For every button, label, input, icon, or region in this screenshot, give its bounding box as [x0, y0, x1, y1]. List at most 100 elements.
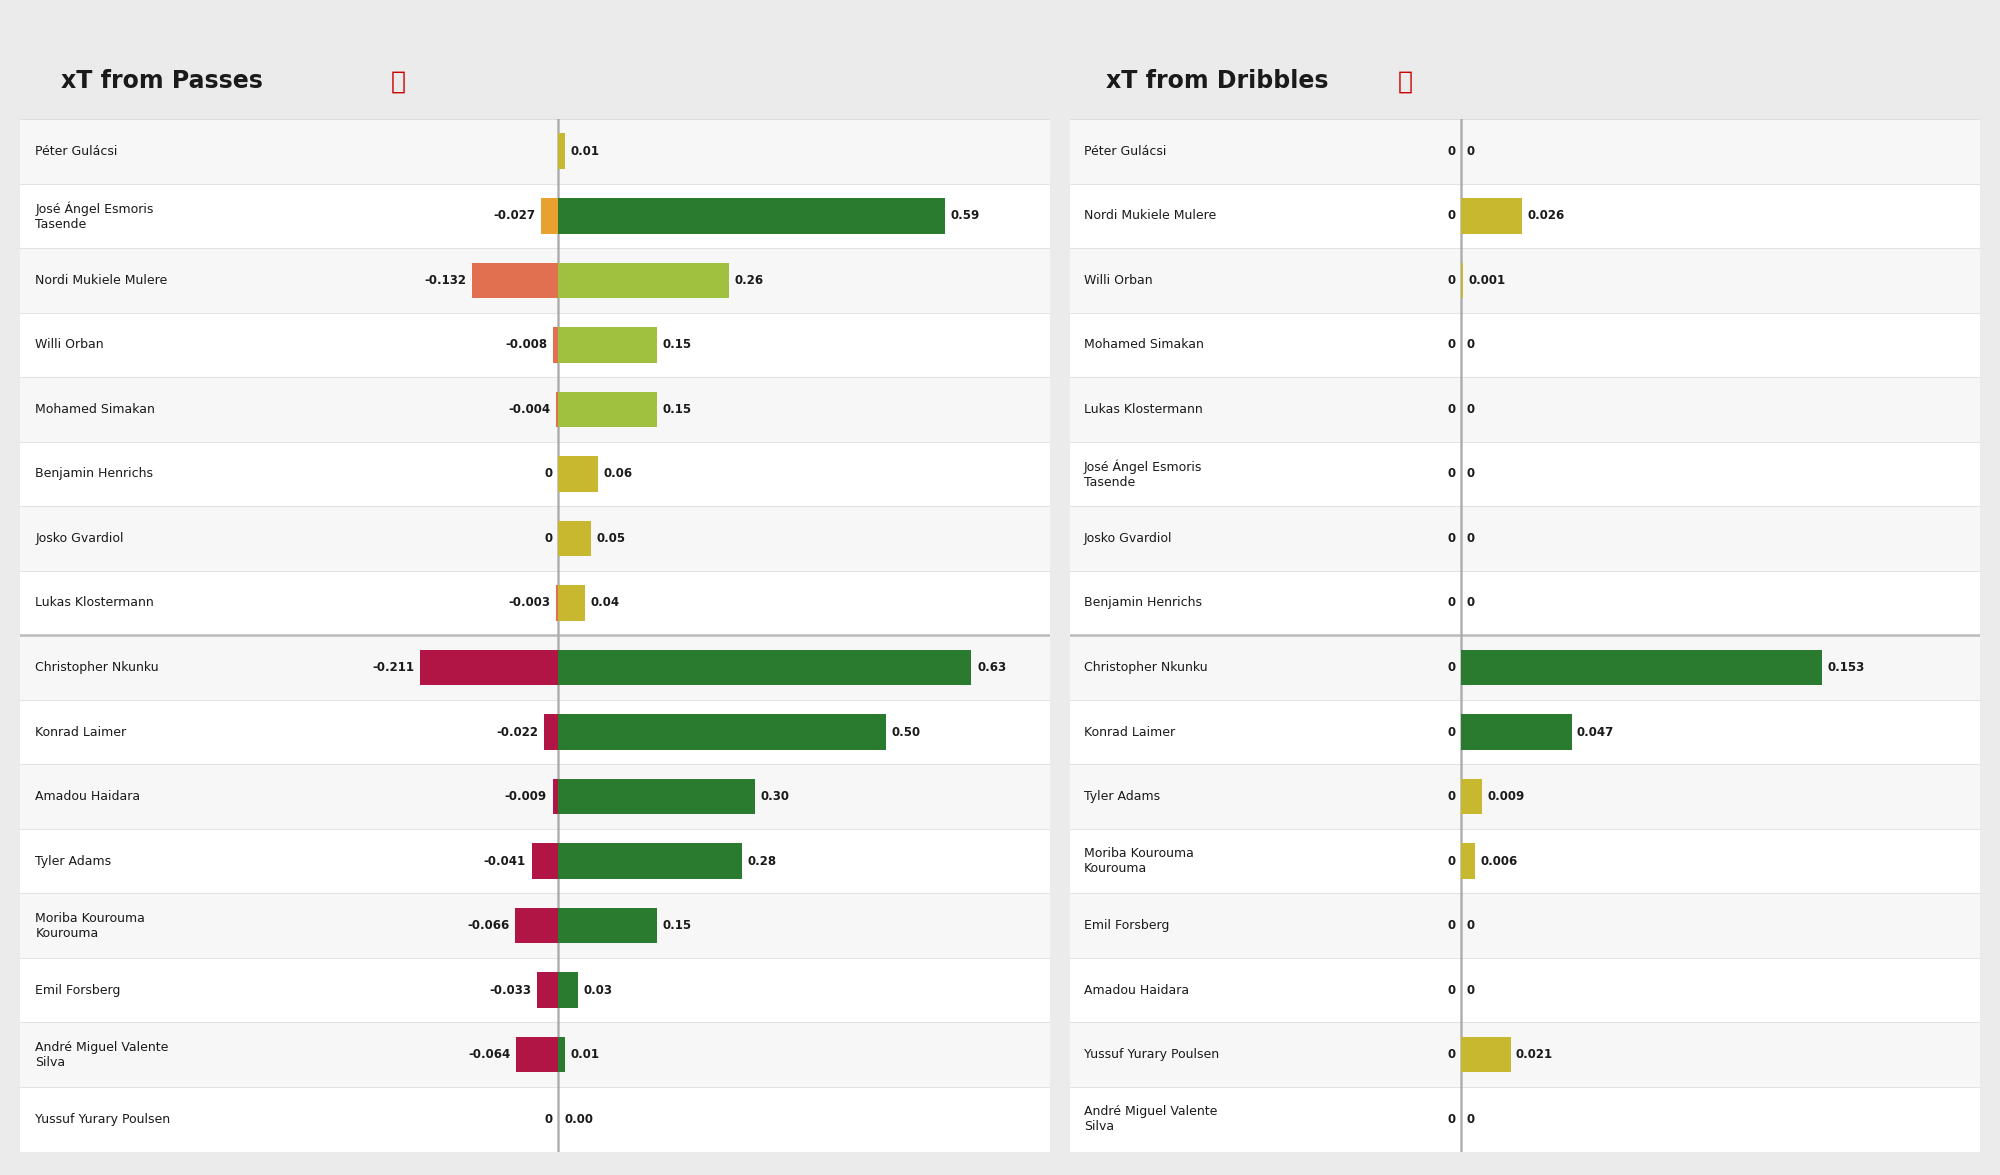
Bar — [328, 248, 1050, 313]
Text: 0: 0 — [1448, 597, 1456, 610]
Bar — [556, 391, 558, 428]
Bar — [1070, 571, 1344, 636]
Text: -0.009: -0.009 — [504, 790, 546, 803]
Text: Moriba Kourouma
Kourouma: Moriba Kourouma Kourouma — [36, 912, 146, 940]
Text: Moriba Kourouma
Kourouma: Moriba Kourouma Kourouma — [1084, 847, 1194, 875]
Bar — [1070, 119, 1344, 183]
Bar — [328, 1022, 1050, 1087]
Text: Josko Gvardiol: Josko Gvardiol — [36, 532, 124, 545]
Bar — [1344, 828, 1980, 893]
Bar — [1344, 1022, 1980, 1087]
Text: Konrad Laimer: Konrad Laimer — [1084, 725, 1174, 739]
Text: Christopher Nkunku: Christopher Nkunku — [36, 662, 160, 674]
Bar — [558, 779, 756, 814]
Bar — [1070, 313, 1344, 377]
Bar — [1070, 958, 1344, 1022]
Text: 0: 0 — [544, 1113, 552, 1126]
Text: 0.15: 0.15 — [662, 919, 692, 932]
Text: 0: 0 — [1466, 338, 1474, 351]
Text: 0: 0 — [1466, 468, 1474, 481]
Text: -0.041: -0.041 — [484, 854, 526, 867]
Bar — [328, 828, 1050, 893]
Bar — [20, 313, 328, 377]
Text: -0.211: -0.211 — [372, 662, 414, 674]
Text: -0.004: -0.004 — [508, 403, 550, 416]
Text: Josko Gvardiol: Josko Gvardiol — [1084, 532, 1172, 545]
Bar — [328, 506, 1050, 571]
Bar — [420, 650, 558, 685]
Text: Nordi Mukiele Mulere: Nordi Mukiele Mulere — [1084, 209, 1216, 222]
Text: Amadou Haidara: Amadou Haidara — [36, 790, 140, 803]
Text: Emil Forsberg: Emil Forsberg — [36, 983, 120, 996]
Bar — [1460, 199, 1522, 234]
Bar — [552, 779, 558, 814]
Text: Lukas Klostermann: Lukas Klostermann — [1084, 403, 1202, 416]
Text: Benjamin Henrichs: Benjamin Henrichs — [36, 468, 154, 481]
Bar — [558, 650, 972, 685]
Bar — [1344, 636, 1980, 700]
Bar — [1460, 1038, 1510, 1073]
Bar — [1070, 1087, 1344, 1152]
Bar — [20, 377, 328, 442]
Bar — [328, 1087, 1050, 1152]
Text: 0: 0 — [1466, 983, 1474, 996]
Bar — [558, 199, 946, 234]
Text: 0: 0 — [1448, 468, 1456, 481]
Text: André Miguel Valente
Silva: André Miguel Valente Silva — [1084, 1106, 1218, 1133]
Bar — [1344, 571, 1980, 636]
Text: -0.066: -0.066 — [468, 919, 510, 932]
Text: -0.022: -0.022 — [496, 725, 538, 739]
Text: Emil Forsberg: Emil Forsberg — [1084, 919, 1170, 932]
Bar — [20, 571, 328, 636]
Bar — [1460, 650, 1822, 685]
Bar — [558, 973, 578, 1008]
Text: 0.009: 0.009 — [1488, 790, 1524, 803]
Text: -0.008: -0.008 — [506, 338, 548, 351]
Text: Péter Gulácsi: Péter Gulácsi — [36, 145, 118, 157]
Text: 0: 0 — [1448, 1048, 1456, 1061]
Text: 0: 0 — [1466, 532, 1474, 545]
Text: 0: 0 — [1448, 983, 1456, 996]
Text: 0.15: 0.15 — [662, 403, 692, 416]
Text: 0.30: 0.30 — [760, 790, 790, 803]
Text: Nordi Mukiele Mulere: Nordi Mukiele Mulere — [36, 274, 168, 287]
Text: Ⓡ: Ⓡ — [390, 69, 406, 93]
Text: 0.01: 0.01 — [570, 145, 600, 157]
Bar — [20, 764, 328, 828]
Bar — [328, 700, 1050, 764]
Bar — [558, 456, 598, 491]
Bar — [1070, 828, 1344, 893]
Bar — [328, 958, 1050, 1022]
Bar — [1070, 442, 1344, 506]
Text: 0.26: 0.26 — [734, 274, 764, 287]
Bar — [532, 844, 558, 879]
Bar — [558, 327, 656, 363]
Bar — [558, 585, 584, 620]
Text: 0: 0 — [1466, 919, 1474, 932]
Bar — [1460, 844, 1476, 879]
Bar — [328, 571, 1050, 636]
Text: 0: 0 — [1466, 1113, 1474, 1126]
Text: Mohamed Simakan: Mohamed Simakan — [1084, 338, 1204, 351]
Text: Lukas Klostermann: Lukas Klostermann — [36, 597, 154, 610]
Text: -0.027: -0.027 — [492, 209, 534, 222]
Text: 0: 0 — [1448, 854, 1456, 867]
Bar — [1070, 248, 1344, 313]
Bar — [20, 636, 328, 700]
Bar — [1070, 700, 1344, 764]
Bar — [1070, 764, 1344, 828]
Text: 0.06: 0.06 — [604, 468, 632, 481]
Text: Konrad Laimer: Konrad Laimer — [36, 725, 126, 739]
Bar — [1070, 377, 1344, 442]
Bar — [328, 893, 1050, 958]
Text: 0: 0 — [544, 468, 552, 481]
Bar — [328, 183, 1050, 248]
Text: 0.026: 0.026 — [1528, 209, 1564, 222]
Bar — [20, 958, 328, 1022]
Bar — [516, 1038, 558, 1073]
Text: 0.021: 0.021 — [1516, 1048, 1552, 1061]
Bar — [20, 893, 328, 958]
Bar — [1460, 779, 1482, 814]
Text: Christopher Nkunku: Christopher Nkunku — [1084, 662, 1208, 674]
Text: Yussuf Yurary Poulsen: Yussuf Yurary Poulsen — [1084, 1048, 1218, 1061]
